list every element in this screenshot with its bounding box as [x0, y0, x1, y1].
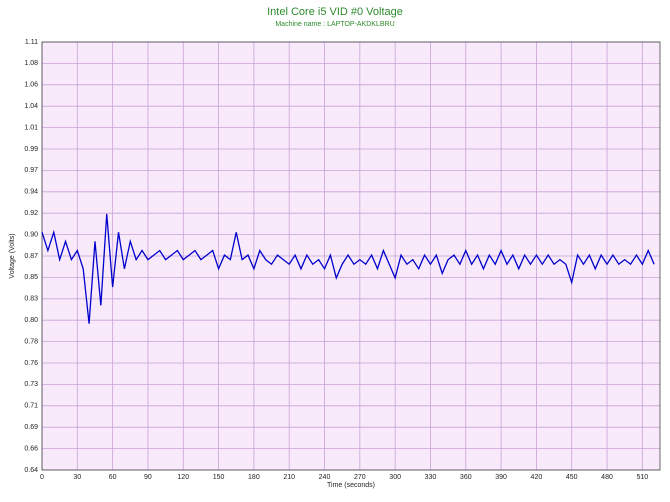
y-tick-label: 0.90: [24, 231, 38, 238]
x-tick-label: 420: [531, 474, 543, 481]
x-tick-label: 360: [460, 474, 472, 481]
x-tick-label: 300: [389, 474, 401, 481]
y-tick-label: 1.06: [24, 82, 38, 89]
x-tick-label: 180: [248, 474, 260, 481]
plot-border: [41, 41, 661, 471]
x-tick-label: 150: [213, 474, 225, 481]
y-tick-label: 1.11: [25, 39, 38, 46]
y-tick-label: 0.71: [24, 403, 38, 410]
x-tick-label: 450: [566, 474, 578, 481]
y-tick-label: 0.99: [24, 146, 38, 153]
voltage-line: [41, 213, 655, 324]
y-tick-label: 0.87: [24, 253, 38, 260]
y-axis-label: Voltage (Volts): [9, 233, 16, 278]
x-tick-label: 330: [425, 474, 437, 481]
y-tick-label: 0.64: [24, 467, 38, 474]
x-tick-label: 240: [319, 474, 331, 481]
y-tick-label: 0.97: [24, 167, 38, 174]
y-tick-label: 0.78: [24, 338, 38, 345]
y-tick-label: 0.92: [24, 210, 38, 217]
y-tick-label: 0.76: [24, 360, 38, 367]
y-tick-label: 0.66: [24, 445, 38, 452]
x-tick-label: 0: [40, 474, 44, 481]
x-tick-label: 270: [354, 474, 366, 481]
x-tick-label: 210: [283, 474, 295, 481]
y-tick-label: 1.08: [24, 60, 38, 67]
x-axis-label: Time (seconds): [327, 482, 375, 489]
y-tick-label: 0.83: [24, 296, 38, 303]
y-tick-label: 0.85: [24, 274, 38, 281]
y-tick-label: 1.04: [24, 103, 38, 110]
x-tick-label: 60: [109, 474, 117, 481]
y-tick-label: 0.80: [24, 317, 38, 324]
y-tick-label: 1.01: [24, 124, 38, 131]
y-tick-label: 0.94: [24, 189, 38, 196]
y-tick-label: 0.69: [24, 424, 38, 431]
x-tick-label: 480: [601, 474, 613, 481]
y-tick-label: 0.73: [24, 381, 38, 388]
x-tick-label: 90: [144, 474, 152, 481]
x-tick-label: 510: [636, 474, 648, 481]
chart-title: Intel Core i5 VID #0 Voltage: [267, 6, 403, 18]
x-tick-label: 30: [73, 474, 81, 481]
x-tick-label: 390: [495, 474, 507, 481]
chart-subtitle: Machine name : LAPTOP-AKDKLBRU: [275, 21, 394, 28]
x-tick-label: 120: [177, 474, 189, 481]
